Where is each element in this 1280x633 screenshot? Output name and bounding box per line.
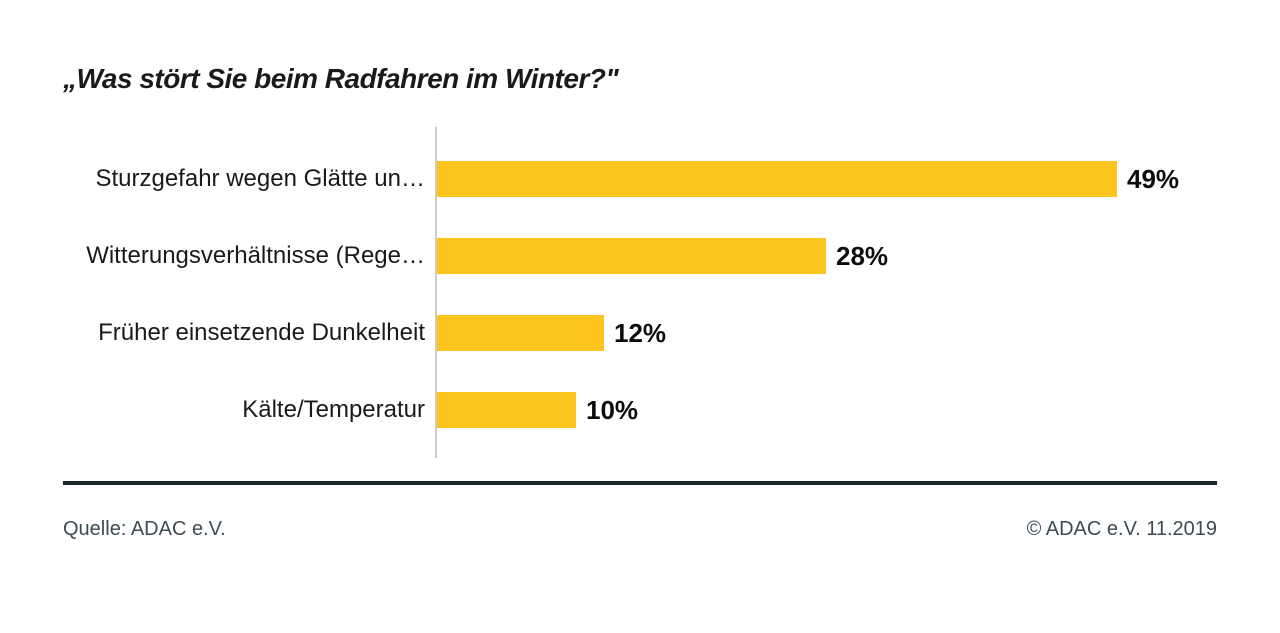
bar [437,161,1117,197]
bar-chart: Sturzgefahr wegen Glätte un… 49% Witterung… [0,127,1280,458]
category-label: Witterungsverhältnisse (Rege… [86,242,425,269]
chart-title: „Was stört Sie beim Radfahren im Winter?… [63,63,619,94]
value-label: 49% [1127,164,1180,194]
bar [437,392,576,428]
bar [437,238,826,274]
bar-row: Sturzgefahr wegen Glätte un… 49% [0,161,1280,197]
category-label: Kälte/Temperatur [242,396,425,423]
copyright-label: © ADAC e.V. 11.2019 [1026,518,1217,540]
value-label: 10% [586,395,639,425]
category-label: Früher einsetzende Dunkelheit [98,319,425,346]
bar-row: Kälte/Temperatur 10% [0,392,1280,428]
y-axis-line [435,127,437,458]
bar [437,315,604,351]
value-label: 12% [614,318,667,348]
footer-divider [63,481,1217,485]
bar-row: Witterungsverhältnisse (Rege… 28% [0,238,1280,274]
value-label: 28% [836,241,889,271]
category-label: Sturzgefahr wegen Glätte un… [95,165,425,192]
footer: Quelle: ADAC e.V. © ADAC e.V. 11.2019 [63,516,1217,542]
bar-row: Früher einsetzende Dunkelheit 12% [0,315,1280,351]
source-label: Quelle: ADAC e.V. [63,518,226,540]
